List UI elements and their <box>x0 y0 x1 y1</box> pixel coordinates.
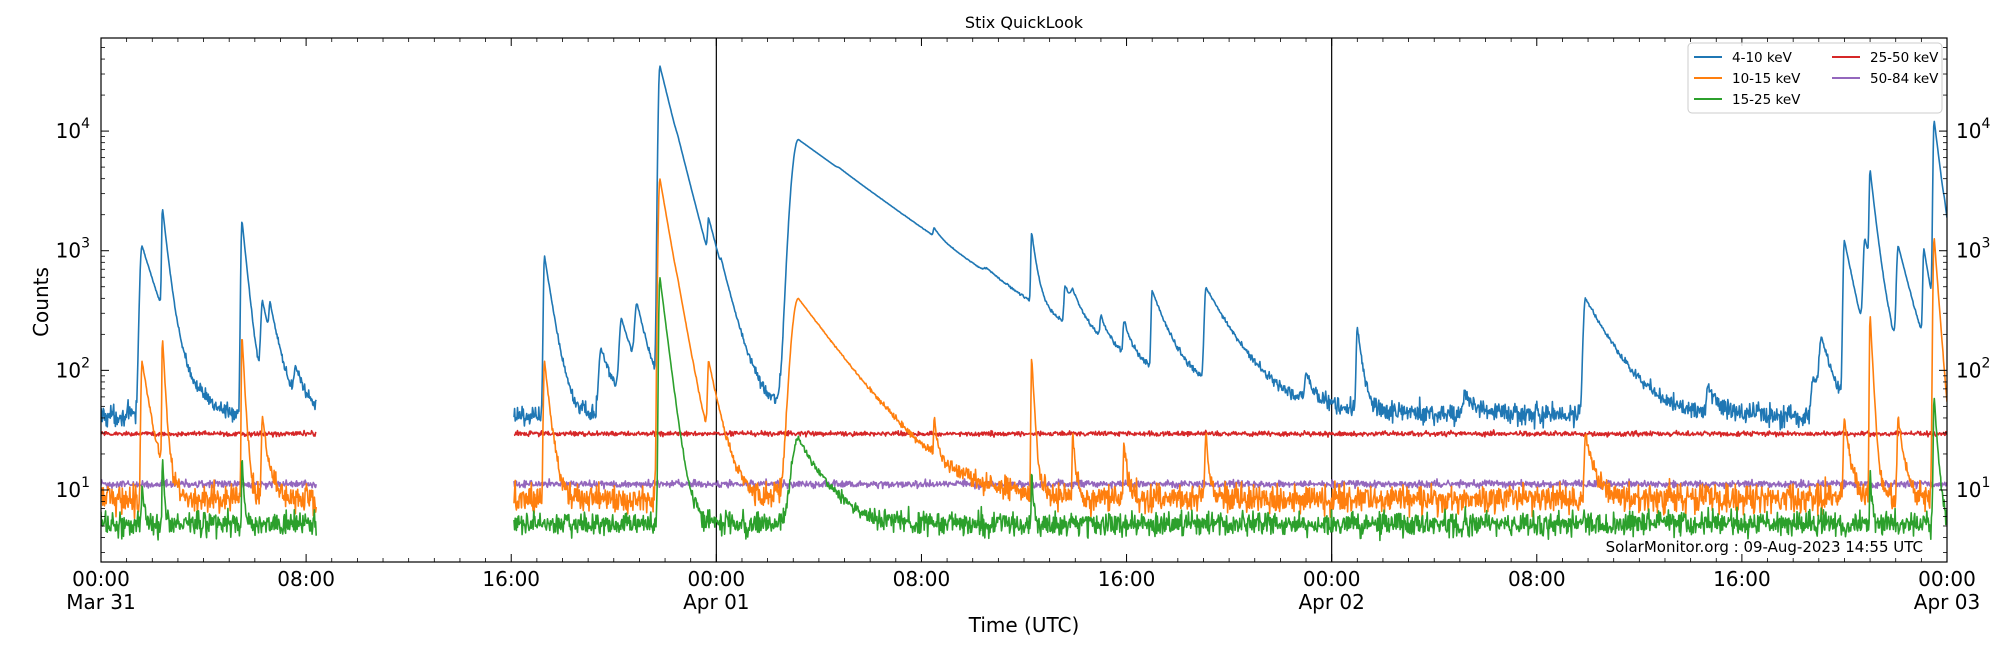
x-tick-label-4: 08:00 <box>893 567 951 591</box>
x-axis-label: Time (UTC) <box>968 613 1080 637</box>
day-boundary-lines <box>715 38 1333 562</box>
series-line-4-10-kev <box>101 65 1947 431</box>
x-tick-date-0: Mar 31 <box>66 590 136 614</box>
series-line-10-15-kev <box>101 178 1947 520</box>
chart-title: Stix QuickLook <box>965 13 1084 32</box>
y-tick-label-left-2: 103 <box>56 236 90 263</box>
x-tick-label-3: 00:00 <box>688 567 746 591</box>
y-tick-label-right-0: 101 <box>1956 475 1990 502</box>
x-tick-label-8: 16:00 <box>1713 567 1771 591</box>
y-axis-label: Counts <box>29 267 53 337</box>
x-tick-date-3: Apr 01 <box>683 590 749 614</box>
x-tick-label-2: 16:00 <box>482 567 540 591</box>
legend-label-1: 10-15 keV <box>1732 71 1801 87</box>
series-layer <box>101 65 1947 542</box>
legend-box <box>1687 42 1943 114</box>
legend-label-4: 50-84 keV <box>1870 71 1939 87</box>
series-line-50-84-kev <box>101 478 1947 491</box>
x-tick-label-9: 00:00 <box>1918 567 1976 591</box>
y-tick-label-left-3: 104 <box>56 116 90 143</box>
x-tick-date-6: Apr 02 <box>1298 590 1364 614</box>
x-tick-label-7: 08:00 <box>1508 567 1566 591</box>
x-tick-date-9: Apr 03 <box>1914 590 1980 614</box>
y-tick-label-right-2: 103 <box>1956 236 1990 263</box>
x-tick-label-5: 16:00 <box>1098 567 1156 591</box>
y-tick-label-left-1: 102 <box>56 355 90 382</box>
series-line-25-50-kev <box>101 429 1947 438</box>
y-tick-label-left-0: 101 <box>56 475 90 502</box>
series-line-15-25-kev <box>101 277 1947 542</box>
legend-label-2: 15-25 keV <box>1732 92 1801 108</box>
plot-frame <box>100 37 1948 563</box>
legend-label-3: 25-50 keV <box>1870 50 1939 66</box>
y-tick-label-right-3: 104 <box>1956 116 1990 143</box>
legend-label-0: 4-10 keV <box>1732 50 1793 66</box>
x-tick-label-6: 00:00 <box>1303 567 1361 591</box>
x-tick-label-0: 00:00 <box>72 567 130 591</box>
watermark-text: SolarMonitor.org : 09-Aug-2023 14:55 UTC <box>1606 538 1923 556</box>
legend: 4-10 keV 10-15 keV 15-25 keV 25-50 keV 50-84… <box>1687 42 1943 114</box>
y-tick-label-right-1: 102 <box>1956 355 1990 382</box>
x-tick-label-1: 08:00 <box>277 567 335 591</box>
